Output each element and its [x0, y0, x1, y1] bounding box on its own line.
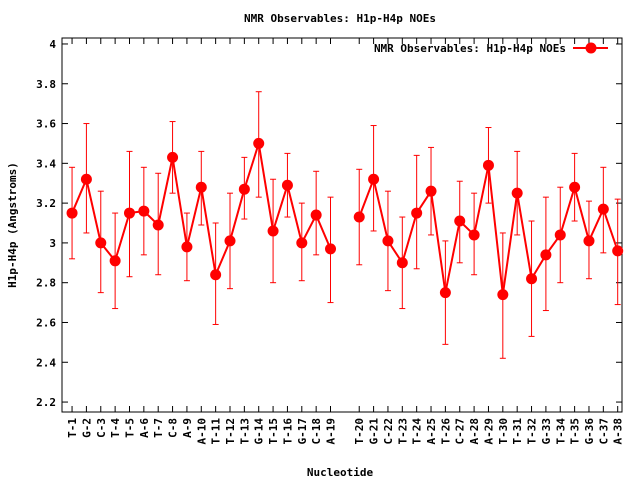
series-lines — [71, 143, 619, 295]
data-point — [253, 137, 265, 149]
x-tick-label: T-13 — [238, 418, 251, 445]
data-point — [612, 245, 624, 257]
data-point — [210, 269, 222, 281]
x-tick-label: T-15 — [267, 418, 280, 445]
data-point — [195, 181, 207, 193]
y-tick-label: 2.4 — [36, 356, 56, 369]
y-tick-label: 4 — [49, 38, 56, 51]
y-tick-label: 3.4 — [36, 157, 56, 170]
plot-frame — [61, 37, 623, 413]
x-tick-label: T-4 — [109, 418, 122, 438]
x-tick-label: T-16 — [281, 418, 294, 445]
chart-title: NMR Observables: H1p-H4p NOEs — [244, 12, 436, 25]
x-tick-label: A-9 — [181, 418, 194, 438]
data-point — [267, 225, 279, 237]
x-tick-label: G-36 — [583, 418, 596, 445]
data-point — [497, 289, 509, 301]
x-tick-label: T-1 — [66, 418, 79, 438]
x-tick-label: C-3 — [95, 418, 108, 438]
data-point — [382, 235, 394, 247]
x-tick-label: A-6 — [138, 418, 151, 438]
y-tick-label: 3.2 — [36, 197, 56, 210]
data-point — [310, 209, 322, 221]
x-tick-label: A-19 — [325, 418, 338, 445]
data-point — [583, 235, 595, 247]
data-point — [109, 255, 121, 267]
x-tick-label: T-30 — [497, 418, 510, 445]
y-tick-label: 3 — [49, 237, 56, 250]
data-point — [439, 287, 451, 299]
x-tick-label: G-17 — [296, 418, 309, 445]
x-axis: T-1 G-2 C-3 T-4 T-5 A-6 T-7 C-8 A-9 A-10 T-11 T-12 T… — [66, 38, 625, 445]
data-point — [353, 211, 365, 223]
y-tick-label: 2.6 — [36, 316, 56, 329]
data-point — [95, 237, 107, 249]
x-axis-label: Nucleotide — [307, 466, 374, 479]
x-tick-label: G-21 — [368, 418, 381, 445]
x-tick-label: T-26 — [439, 418, 452, 445]
data-point — [396, 257, 408, 269]
legend-label: NMR Observables: H1p-H4p NOEs — [374, 42, 566, 55]
legend-marker — [585, 42, 597, 54]
data-point — [411, 207, 423, 219]
x-tick-label: C-18 — [310, 418, 323, 445]
data-point — [80, 173, 92, 185]
x-tick-label: C-27 — [454, 418, 467, 445]
x-tick-label: C-8 — [167, 418, 180, 438]
x-tick-label: T-7 — [152, 418, 165, 438]
x-tick-label: A-38 — [612, 418, 625, 445]
data-point — [526, 273, 538, 285]
x-tick-label: G-14 — [253, 418, 266, 445]
data-point — [296, 237, 308, 249]
x-tick-label: C-37 — [597, 418, 610, 445]
data-point — [554, 229, 566, 241]
y-axis-label: H1p-H4p (Angstroms) — [6, 162, 19, 288]
data-point — [281, 179, 293, 191]
y-tick-label: 2.8 — [36, 277, 56, 290]
x-tick-label: G-33 — [540, 418, 553, 445]
error-bars — [69, 91, 621, 359]
data-point — [66, 207, 78, 219]
x-tick-label: T-20 — [353, 418, 366, 445]
y-tick-label: 3.8 — [36, 78, 56, 91]
x-tick-label: T-11 — [210, 418, 223, 445]
data-point — [540, 249, 552, 261]
x-tick-label: T-12 — [224, 418, 237, 445]
data-point — [138, 205, 150, 217]
data-point — [224, 235, 236, 247]
data-point — [597, 203, 609, 215]
x-tick-label: T-32 — [526, 418, 539, 445]
y-axis: 4 3.8 3.6 3.4 3.2 3 2.8 2.6 2.4 2.2 — [36, 38, 622, 409]
data-point — [325, 243, 337, 255]
x-tick-label: T-23 — [396, 418, 409, 445]
series-points — [66, 137, 624, 301]
data-point — [152, 219, 164, 231]
data-point — [238, 183, 250, 195]
x-tick-label: T-24 — [411, 418, 424, 445]
data-point — [511, 187, 523, 199]
legend: NMR Observables: H1p-H4p NOEs — [374, 42, 608, 55]
data-point — [482, 159, 494, 171]
data-point — [368, 173, 380, 185]
x-tick-label: A-25 — [425, 418, 438, 445]
y-tick-label: 2.2 — [36, 396, 56, 409]
data-point — [569, 181, 581, 193]
x-tick-label: T-5 — [123, 418, 136, 438]
x-tick-label: A-28 — [468, 418, 481, 445]
data-point — [468, 229, 480, 241]
y-tick-label: 3.6 — [36, 118, 56, 131]
x-tick-label: C-22 — [382, 418, 395, 445]
x-tick-label: T-35 — [569, 418, 582, 445]
data-point — [454, 215, 466, 227]
data-point — [123, 207, 135, 219]
data-point — [181, 241, 193, 253]
x-tick-label: A-29 — [482, 418, 495, 445]
x-tick-label: G-2 — [80, 418, 93, 438]
data-point — [167, 151, 179, 163]
x-tick-label: T-34 — [554, 418, 567, 445]
data-point — [425, 185, 437, 197]
x-tick-label: A-10 — [195, 418, 208, 445]
x-tick-label: T-31 — [511, 418, 524, 445]
